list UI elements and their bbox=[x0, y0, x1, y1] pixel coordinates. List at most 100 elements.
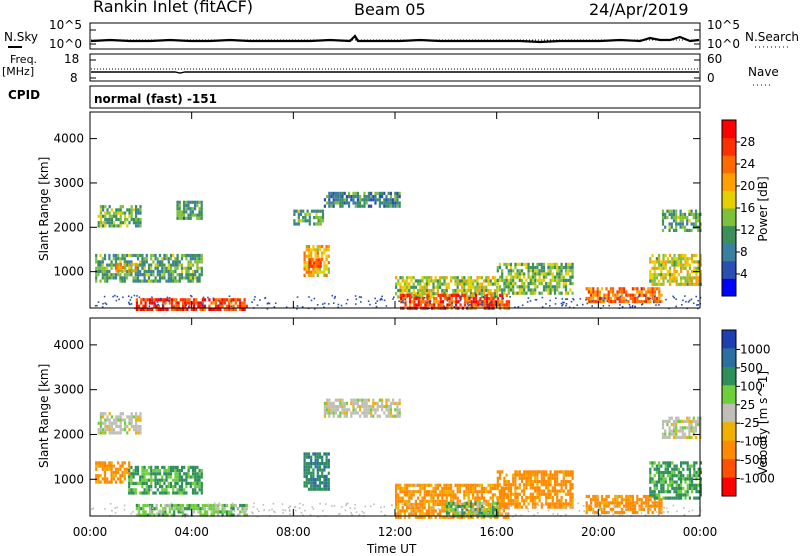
heatmap-cell bbox=[432, 288, 435, 293]
heatmap-cell bbox=[485, 293, 489, 297]
heatmap-cell bbox=[512, 285, 515, 289]
heatmap-cell bbox=[187, 200, 190, 204]
heatmap-cell bbox=[145, 273, 148, 277]
heatmap-cell bbox=[282, 512, 284, 514]
heatmap-cell bbox=[547, 291, 550, 295]
heatmap-cell bbox=[445, 504, 448, 509]
heatmap-cell bbox=[334, 191, 337, 195]
heatmap-cell bbox=[636, 296, 639, 300]
heatmap-cell bbox=[194, 478, 197, 482]
heatmap-cell bbox=[609, 290, 612, 294]
heatmap-cell bbox=[502, 486, 505, 491]
heatmap-cell bbox=[474, 496, 477, 500]
heatmap-cell bbox=[542, 269, 546, 273]
heatmap-cell bbox=[653, 287, 656, 291]
heatmap-cell bbox=[180, 266, 184, 270]
heatmap-cell bbox=[198, 279, 201, 283]
heatmap-cell bbox=[502, 509, 505, 513]
heatmap-cell bbox=[139, 478, 142, 482]
heatmap-cell bbox=[200, 203, 203, 208]
heatmap-cell bbox=[339, 411, 342, 415]
power-colorbar-swatch bbox=[722, 120, 736, 139]
heatmap-cell bbox=[489, 502, 492, 507]
heatmap-cell bbox=[200, 207, 203, 211]
heatmap-cell bbox=[172, 276, 175, 280]
heatmap-cell bbox=[332, 405, 335, 409]
heatmap-cell bbox=[459, 504, 462, 509]
heatmap-cell bbox=[401, 486, 404, 491]
heatmap-cell bbox=[307, 468, 311, 472]
heatmap-cell bbox=[467, 276, 470, 280]
heatmap-cell bbox=[634, 293, 637, 297]
heatmap-cell bbox=[350, 398, 353, 402]
heatmap-cell bbox=[562, 502, 565, 506]
heatmap-cell bbox=[123, 253, 126, 258]
heatmap-cell bbox=[476, 496, 479, 500]
heatmap-cell bbox=[305, 452, 308, 456]
heatmap-cell bbox=[498, 262, 502, 266]
heatmap-cell bbox=[505, 300, 508, 304]
heatmap-cell bbox=[106, 418, 109, 422]
heatmap-cell bbox=[225, 504, 227, 506]
heatmap-cell bbox=[378, 195, 381, 199]
heatmap-cell bbox=[341, 198, 344, 202]
heatmap-cell bbox=[457, 300, 460, 304]
heatmap-cell bbox=[137, 304, 141, 308]
heatmap-cell bbox=[187, 216, 190, 220]
heatmap-cell bbox=[176, 210, 179, 214]
heatmap-cell bbox=[487, 499, 490, 503]
heatmap-cell bbox=[598, 290, 601, 294]
heatmap-cell bbox=[337, 198, 340, 202]
heatmap-cell bbox=[690, 209, 693, 213]
heatmap-cell bbox=[472, 496, 475, 500]
heatmap-cell bbox=[542, 288, 546, 292]
heatmap-cell bbox=[553, 262, 557, 266]
heatmap-cell bbox=[426, 301, 428, 304]
heatmap-cell bbox=[147, 269, 151, 274]
heatmap-cell bbox=[106, 208, 109, 212]
heatmap-cell bbox=[387, 411, 390, 415]
heatmap-cell bbox=[549, 479, 552, 484]
heatmap-cell bbox=[662, 486, 665, 491]
heatmap-cell bbox=[505, 278, 508, 282]
heatmap-cell bbox=[647, 290, 650, 294]
heatmap-cell bbox=[669, 474, 672, 478]
heatmap-cell bbox=[556, 266, 559, 270]
heatmap-cell bbox=[322, 303, 324, 305]
heatmap-cell bbox=[498, 476, 502, 480]
heatmap-cell bbox=[352, 195, 355, 199]
power-colorbar-swatch bbox=[722, 243, 736, 262]
heatmap-cell bbox=[119, 273, 122, 277]
heatmap-cell bbox=[571, 275, 574, 279]
heatmap-cell bbox=[136, 273, 140, 277]
heatmap-cell bbox=[189, 273, 192, 277]
heatmap-cell bbox=[130, 205, 133, 209]
heatmap-cell bbox=[172, 478, 175, 482]
heatmap-cell bbox=[104, 412, 107, 416]
heatmap-cell bbox=[680, 282, 683, 286]
heatmap-cell bbox=[450, 501, 453, 505]
heatmap-cell bbox=[162, 513, 165, 517]
heatmap-cell bbox=[642, 507, 645, 511]
heatmap-cell bbox=[181, 507, 185, 511]
heatmap-cell bbox=[527, 495, 530, 500]
heatmap-cell bbox=[560, 483, 563, 487]
heatmap-cell bbox=[95, 276, 98, 280]
heatmap-cell bbox=[428, 506, 431, 510]
heatmap-cell bbox=[183, 207, 186, 211]
heatmap-cell bbox=[149, 508, 151, 510]
heatmap-cell bbox=[421, 483, 424, 487]
heatmap-cell bbox=[531, 495, 535, 500]
heatmap-cell bbox=[303, 481, 306, 485]
heatmap-cell bbox=[480, 285, 483, 289]
heatmap-cell bbox=[158, 263, 162, 267]
heatmap-cell bbox=[167, 481, 170, 485]
heatmap-cell bbox=[167, 273, 170, 277]
heatmap-cell bbox=[651, 503, 653, 506]
heatmap-cell bbox=[697, 419, 700, 423]
heatmap-cell bbox=[186, 503, 189, 508]
heatmap-cell bbox=[688, 276, 691, 280]
heatmap-cell bbox=[571, 502, 574, 506]
heatmap-cell bbox=[658, 464, 661, 468]
heatmap-cell bbox=[345, 504, 347, 507]
